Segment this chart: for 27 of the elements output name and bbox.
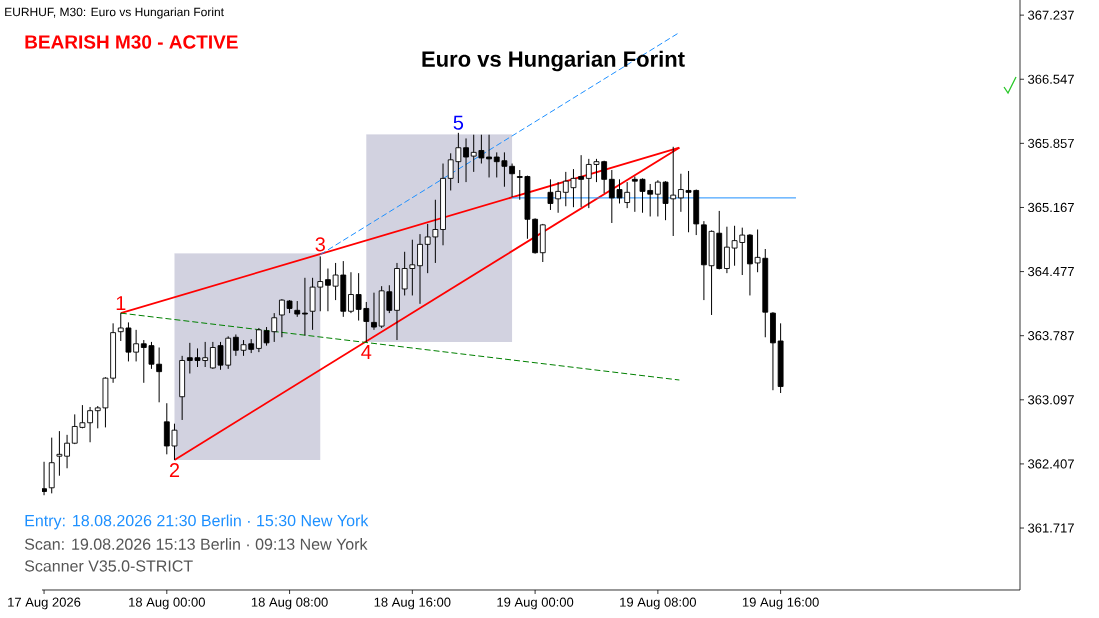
- x-tick-label: 19 Aug 16:00: [742, 597, 819, 610]
- y-tick-label: 363.097: [1028, 395, 1074, 405]
- y-tick-label: 361.717: [1028, 523, 1074, 533]
- annotation: 2: [169, 463, 180, 478]
- annotation: 5: [453, 115, 464, 130]
- annotation: Entry: 18.08.2026 21:30 Berlin · 15:30 New York: [25, 514, 369, 530]
- x-tick-label: 17 Aug 2026: [8, 597, 81, 610]
- x-tick-label: 18 Aug 08:00: [251, 597, 328, 610]
- x-tick-label: 18 Aug 00:00: [129, 597, 205, 610]
- x-tick-label: 19 Aug 08:00: [620, 597, 696, 610]
- y-tick-label: 364.477: [1028, 266, 1074, 277]
- annotation: Scanner V35.0-STRICT: [24, 560, 193, 572]
- text: BEARISH M30 - ACTIVE: [25, 35, 238, 49]
- annotation: 1: [116, 296, 126, 310]
- y-tick-label: 363.787: [1028, 331, 1074, 341]
- y-tick-label: 365.857: [1028, 138, 1074, 148]
- x-tick-label: 18 Aug 16:00: [374, 597, 451, 610]
- annotation: 3: [315, 237, 325, 252]
- x-tick-label: 19 Aug 00:00: [497, 597, 574, 610]
- text: Euro vs Hungarian Forint: [422, 50, 685, 72]
- y-tick-label: 367.237: [1028, 10, 1074, 20]
- y-tick-label: 365.167: [1028, 202, 1074, 213]
- annotation: Scan: 19.08.2026 15:13 Berlin · 09:13 New York: [24, 538, 368, 550]
- y-tick-label: 366.547: [1028, 74, 1074, 84]
- y-tick-label: 362.407: [1028, 459, 1074, 469]
- annotation: 4: [361, 345, 372, 359]
- annotation: EURHUF, M30: Euro vs Hungarian Forint: [5, 7, 224, 19]
